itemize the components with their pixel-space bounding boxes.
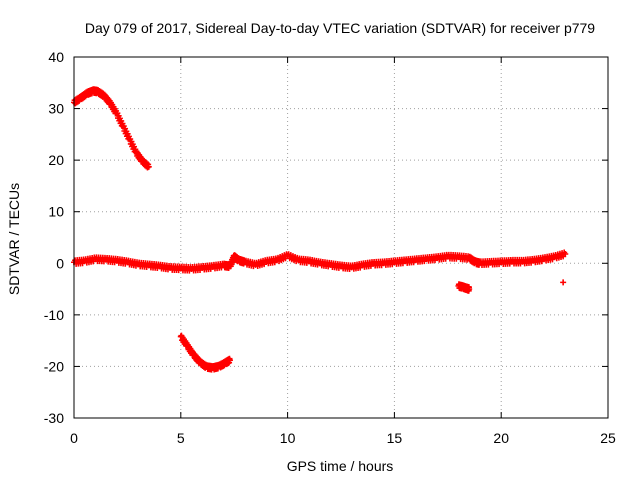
y-tick-label: 0 xyxy=(56,255,64,271)
x-tick-label: 20 xyxy=(493,430,509,446)
x-tick-label: 10 xyxy=(280,430,296,446)
data-point xyxy=(145,163,152,170)
plot-frame xyxy=(73,56,609,419)
axis-ticks: 0 5 10 15 20 25 -30 -20 -10 0 10 20 30 40 xyxy=(44,49,616,446)
x-tick-label: 5 xyxy=(177,430,185,446)
segment-single-point xyxy=(560,279,567,286)
y-tick-label: 30 xyxy=(48,101,64,117)
data-point xyxy=(562,251,569,258)
segment-early-arc xyxy=(71,86,152,171)
x-tick-label: 0 xyxy=(70,430,78,446)
y-tick-label: -10 xyxy=(44,307,64,323)
segment-baseline xyxy=(71,249,569,274)
data-points xyxy=(71,86,569,373)
x-tick-label: 15 xyxy=(387,430,403,446)
segment-mid-dip xyxy=(177,332,233,373)
y-tick-label: -20 xyxy=(44,358,64,374)
y-tick-label: 20 xyxy=(48,152,64,168)
segment-short-segment xyxy=(455,281,473,294)
x-axis-label: GPS time / hours xyxy=(287,458,394,474)
data-point xyxy=(560,279,567,286)
data-point xyxy=(226,357,233,364)
y-tick-label: 10 xyxy=(48,204,64,220)
y-tick-label: 40 xyxy=(48,49,64,65)
y-axis-label: SDTVAR / TECUs xyxy=(6,183,22,295)
chart-title: Day 079 of 2017, Sidereal Day-to-day VTE… xyxy=(85,20,595,36)
data-point xyxy=(466,286,473,293)
y-tick-label: -30 xyxy=(44,410,64,426)
x-tick-label: 25 xyxy=(600,430,616,446)
